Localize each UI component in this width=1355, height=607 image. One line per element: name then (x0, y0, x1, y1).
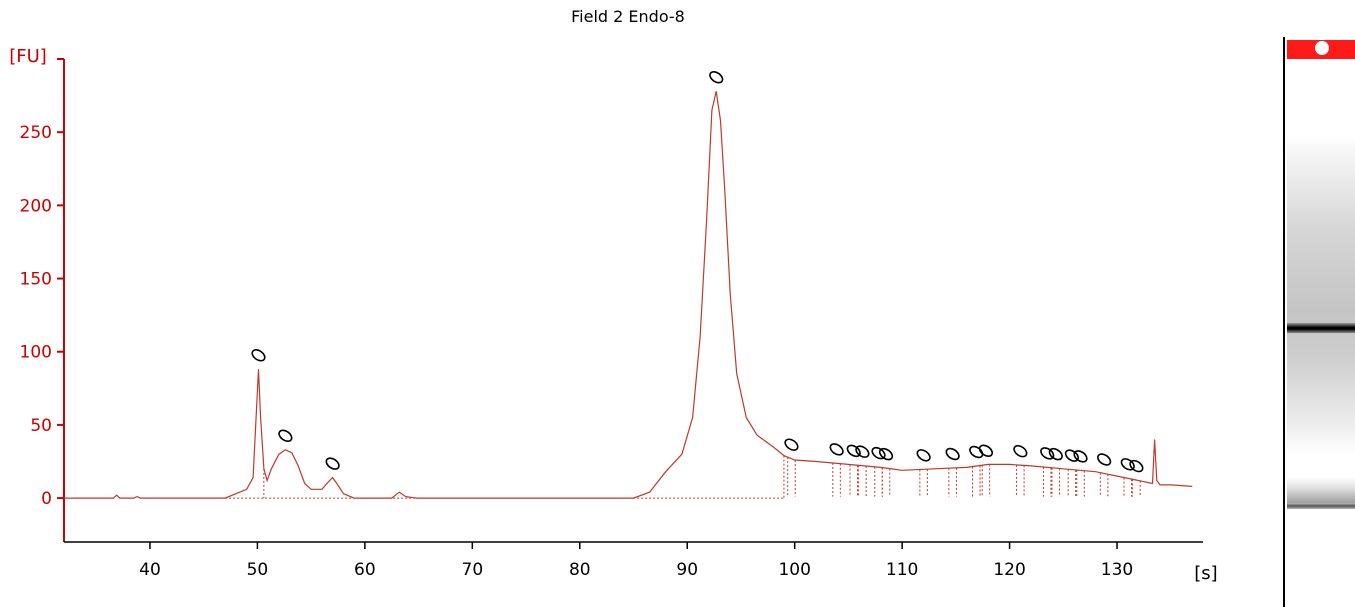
peak-marker[interactable] (828, 442, 845, 457)
peak-marker[interactable] (944, 446, 961, 461)
x-tick-label: 70 (462, 560, 484, 580)
peak-marker[interactable] (277, 428, 294, 443)
peak-marker[interactable] (324, 456, 341, 471)
peak-marker[interactable] (250, 348, 267, 363)
peak-marker[interactable] (854, 444, 871, 459)
x-tick-label: 100 (778, 560, 810, 580)
peak-marker[interactable] (783, 437, 800, 452)
y-tick-label: 50 (30, 416, 52, 436)
y-tick-label: 250 (20, 123, 52, 143)
sample-indicator-icon (1315, 41, 1329, 55)
peak-marker[interactable] (1012, 443, 1029, 458)
gel-lane (1283, 37, 1355, 607)
peak-marker[interactable] (708, 70, 725, 85)
peak-marker[interactable] (968, 444, 985, 459)
x-tick-label: 90 (676, 560, 698, 580)
x-axis-label: [s] (1194, 563, 1217, 584)
chart-axes: 0 50 100 150 200 250 40 50 60 70 80 90 100 110 120 130 (20, 58, 1203, 580)
peak-marker[interactable] (1072, 449, 1089, 464)
x-tick-label: 60 (354, 560, 376, 580)
y-tick-label: 0 (41, 489, 52, 509)
x-tick-label: 40 (139, 560, 161, 580)
electropherogram-chart: Field 2 Endo-8 [FU] [s] 0 50 100 150 200 250 4… (9, 7, 1218, 584)
y-tick-label: 200 (20, 196, 52, 216)
gel-band-main (1287, 323, 1355, 333)
peak-marker[interactable] (1096, 452, 1113, 467)
x-tick-label: 120 (993, 560, 1025, 580)
x-tick-label: 130 (1101, 560, 1133, 580)
peak-marker[interactable] (978, 443, 995, 458)
peak-baselines (225, 455, 1141, 499)
gel-background-smear (1287, 135, 1355, 455)
gel-band-marker (1287, 503, 1355, 509)
x-tick-label: 110 (886, 560, 918, 580)
y-tick-label: 150 (20, 270, 52, 290)
peak-marker[interactable] (1128, 458, 1145, 473)
peak-marker[interactable] (878, 446, 895, 461)
peak-marker[interactable] (915, 448, 932, 463)
peak-marker[interactable] (1047, 446, 1064, 461)
x-tick-label: 80 (569, 560, 591, 580)
gel-lane-header (1287, 40, 1355, 59)
y-axis-label: [FU] (9, 46, 47, 67)
chart-title: Field 2 Endo-8 (571, 7, 685, 26)
fluorescence-trace (64, 91, 1193, 499)
peak-marker[interactable] (1119, 457, 1136, 472)
peak-markers (250, 70, 1145, 473)
x-tick-label: 50 (247, 560, 269, 580)
y-tick-label: 100 (20, 343, 52, 363)
trace-layer (64, 91, 1193, 499)
